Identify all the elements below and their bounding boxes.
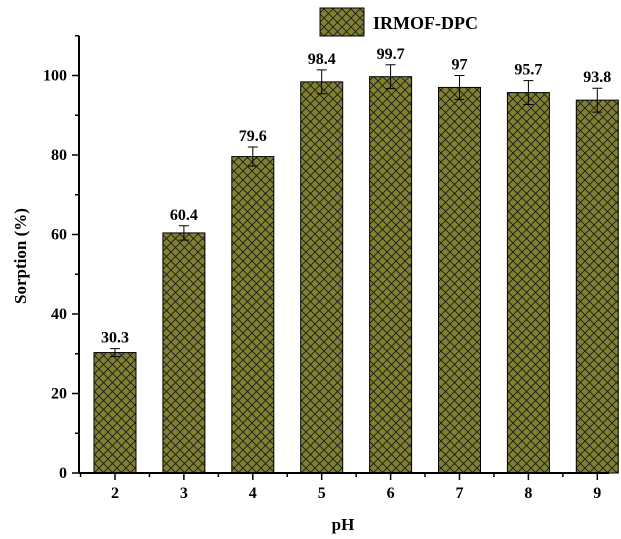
error-bar bbox=[523, 80, 534, 106]
x-tick-label: 8 bbox=[524, 485, 532, 502]
y-tick-label: 80 bbox=[51, 147, 67, 164]
x-tick-label: 2 bbox=[111, 485, 119, 502]
data-label: 30.3 bbox=[101, 330, 129, 347]
data-label: 97 bbox=[452, 57, 468, 74]
bar bbox=[369, 76, 413, 474]
data-labels-group: 30.3 60.4 79.6 98.4 99.7 97 95.7 93.8 bbox=[101, 46, 611, 347]
x-tick-label: 5 bbox=[318, 485, 326, 502]
bar bbox=[162, 232, 206, 474]
bar bbox=[506, 92, 550, 474]
data-label: 93.8 bbox=[583, 69, 611, 86]
y-ticks-group: 0 20 40 60 80 100 bbox=[43, 35, 79, 482]
error-bar bbox=[316, 69, 327, 95]
y-tick-label: 20 bbox=[51, 386, 67, 403]
y-tick-label: 40 bbox=[51, 306, 67, 323]
y-tick-label: 0 bbox=[59, 465, 67, 482]
x-tick-label: 4 bbox=[249, 485, 257, 502]
legend: IRMOF-DPC bbox=[319, 7, 478, 37]
error-bar bbox=[247, 146, 258, 167]
x-tick-label: 3 bbox=[180, 485, 188, 502]
error-bar bbox=[178, 225, 189, 241]
data-label: 99.7 bbox=[377, 46, 405, 63]
data-label: 95.7 bbox=[514, 62, 542, 79]
data-label: 60.4 bbox=[170, 207, 198, 224]
x-tick-label: 9 bbox=[593, 485, 601, 502]
x-tick-label: 7 bbox=[456, 485, 464, 502]
error-bar bbox=[385, 64, 396, 90]
bar bbox=[300, 81, 344, 474]
x-axis-title: pH bbox=[332, 515, 355, 534]
error-bar bbox=[454, 75, 465, 100]
legend-label: IRMOF-DPC bbox=[373, 13, 478, 33]
data-label: 98.4 bbox=[308, 51, 336, 68]
x-tick-label: 6 bbox=[387, 485, 395, 502]
bar bbox=[575, 99, 619, 474]
error-bar bbox=[110, 348, 120, 358]
data-label: 79.6 bbox=[239, 128, 267, 145]
y-tick-label: 100 bbox=[43, 68, 67, 85]
bar bbox=[231, 156, 275, 474]
bar bbox=[438, 86, 481, 474]
bar bbox=[93, 352, 137, 474]
legend-swatch bbox=[319, 7, 365, 37]
y-axis-title: Sorption (%) bbox=[11, 208, 30, 304]
bars-group bbox=[93, 76, 619, 474]
error-bars-group bbox=[110, 64, 603, 358]
x-ticks-group: 2 3 4 5 6 7 8 9 bbox=[79, 473, 601, 502]
y-tick-label: 60 bbox=[51, 227, 67, 244]
error-bar bbox=[592, 87, 603, 113]
